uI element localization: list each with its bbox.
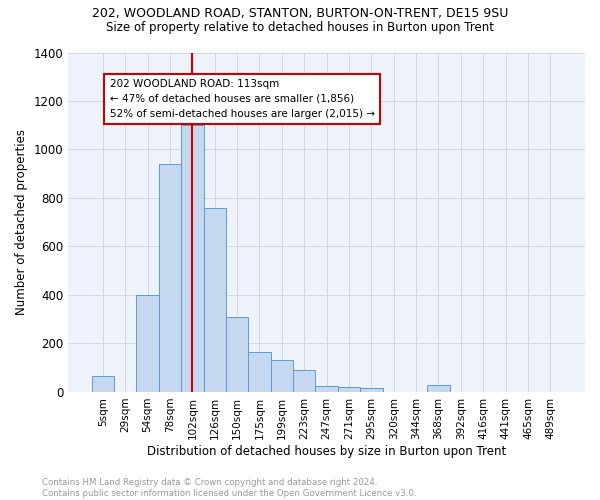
- Bar: [316, 386, 338, 392]
- Bar: [427, 384, 449, 392]
- Bar: [181, 125, 203, 392]
- Bar: [203, 208, 226, 392]
- Y-axis label: Number of detached properties: Number of detached properties: [15, 129, 28, 315]
- Bar: [159, 164, 181, 392]
- Bar: [248, 352, 271, 392]
- Text: 202 WOODLAND ROAD: 113sqm
← 47% of detached houses are smaller (1,856)
52% of se: 202 WOODLAND ROAD: 113sqm ← 47% of detac…: [110, 79, 374, 119]
- Bar: [271, 360, 293, 392]
- Text: Size of property relative to detached houses in Burton upon Trent: Size of property relative to detached ho…: [106, 21, 494, 34]
- Bar: [293, 370, 316, 392]
- Bar: [226, 317, 248, 392]
- Text: 202, WOODLAND ROAD, STANTON, BURTON-ON-TRENT, DE15 9SU: 202, WOODLAND ROAD, STANTON, BURTON-ON-T…: [92, 8, 508, 20]
- Bar: [92, 376, 114, 392]
- Bar: [136, 295, 159, 392]
- Bar: [360, 388, 383, 392]
- X-axis label: Distribution of detached houses by size in Burton upon Trent: Distribution of detached houses by size …: [147, 444, 506, 458]
- Bar: [338, 387, 360, 392]
- Text: Contains HM Land Registry data © Crown copyright and database right 2024.
Contai: Contains HM Land Registry data © Crown c…: [42, 478, 416, 498]
